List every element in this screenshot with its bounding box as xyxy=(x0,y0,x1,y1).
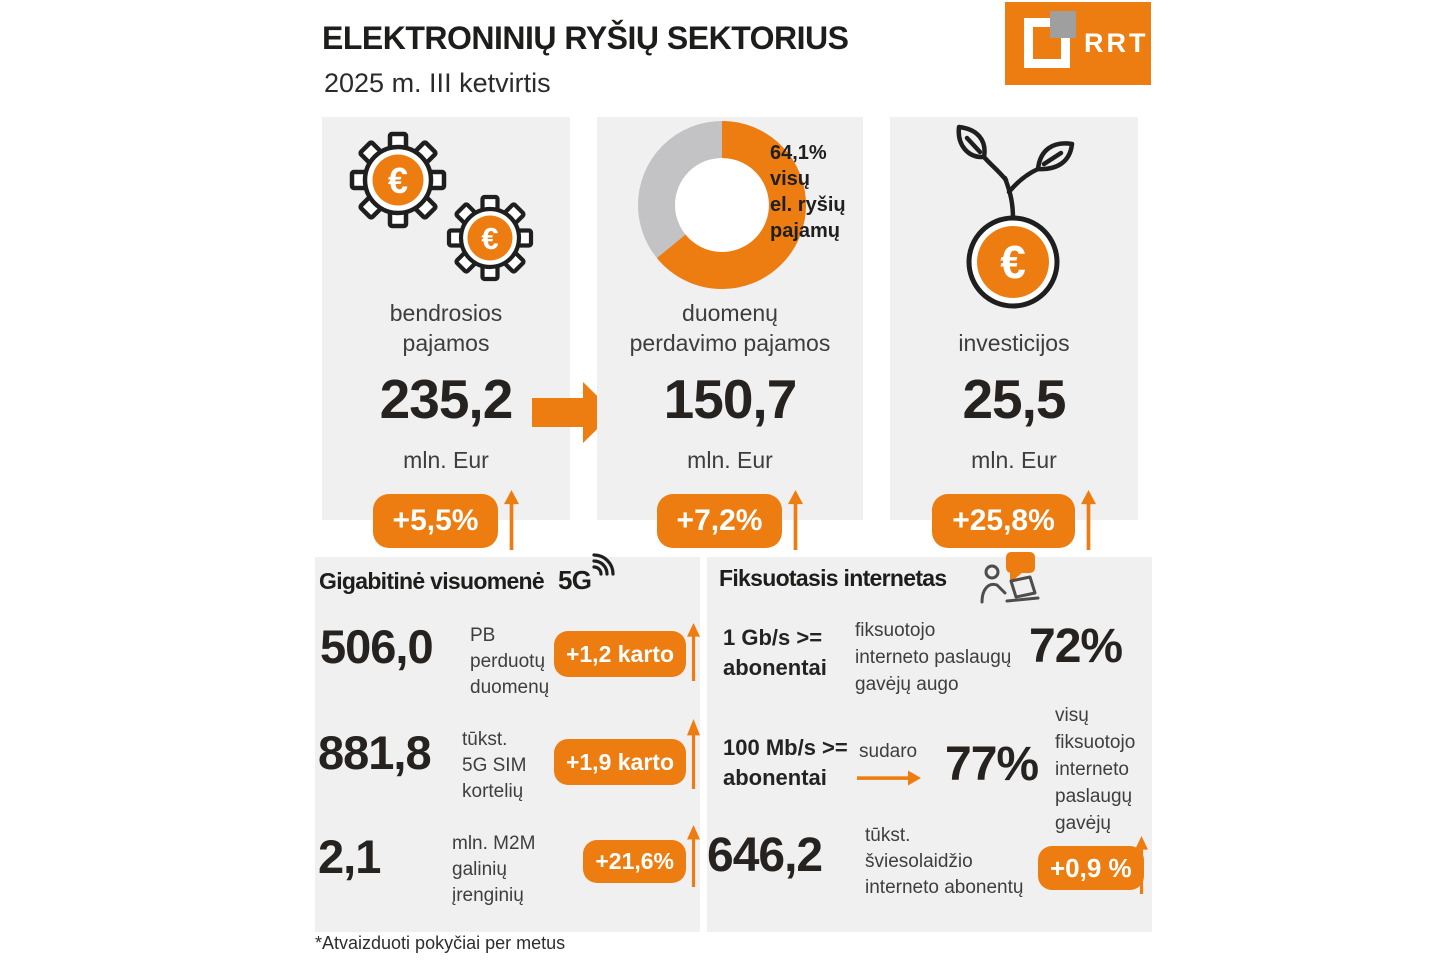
change-badge: +1,2 karto xyxy=(553,631,686,677)
unit-label: mln. Eur xyxy=(687,447,773,473)
sim-cards-label: tūkst. 5G SIM kortelių xyxy=(462,729,527,802)
rrt-logo-gray-square-icon xyxy=(1050,11,1076,38)
change-badge: +7,2% xyxy=(656,494,783,548)
page-subtitle: 2025 m. III ketvirtis xyxy=(324,68,551,98)
change-badge: +21,6% xyxy=(583,840,686,883)
unit-label: mln. Eur xyxy=(971,447,1057,473)
right-arrow-icon xyxy=(532,382,614,443)
sim-cards-value: 881,8 xyxy=(318,726,432,779)
card-data-transmission-revenue: 64,1% visų el. ryšių pajamų duomenų perd… xyxy=(597,117,863,550)
change-badge-row: +5,5% xyxy=(322,488,570,550)
unit-label: mln. Eur xyxy=(403,447,489,473)
footnote: *Atvaizduoti pokyčiai per metus xyxy=(315,933,566,953)
m2m-value: 2,1 xyxy=(318,830,381,883)
card-label: bendrosios pajamos xyxy=(389,300,503,356)
total-revenue-value: 235,2 xyxy=(379,368,514,430)
change-badge: +1,9 karto xyxy=(553,739,686,785)
page-title: ELEKTRONINIŲ RYŠIŲ SEKTORIUS xyxy=(322,20,849,56)
data-volume-value: 506,0 xyxy=(320,620,434,673)
rrt-logo-square-icon xyxy=(1024,18,1070,68)
change-badge: +5,5% xyxy=(372,494,499,548)
m2m-label: mln. M2M galinių įrenginių xyxy=(452,833,536,906)
change-badge-row: +7,2% xyxy=(597,488,863,550)
donut-chart xyxy=(638,121,806,289)
person-laptop-icon xyxy=(980,552,1040,604)
mbps-tier-label: 100 Mb/s >= abonentai xyxy=(723,735,848,790)
right-arrow-small-icon xyxy=(857,770,921,786)
sudaro-label: sudaro xyxy=(859,741,918,762)
euro-symbol: € xyxy=(1000,236,1026,288)
section-title-row: Gigabitinė visuomenė 5G xyxy=(319,553,615,596)
data-volume-label: PB perduotų duomenų xyxy=(470,625,550,698)
change-badge: +0,9 % xyxy=(1038,846,1144,890)
mbps-share-desc: visų fiksuotojo interneto paslaugų gavėj… xyxy=(1055,705,1136,834)
wifi-waves-icon xyxy=(592,553,615,576)
fiber-label: tūkst. šviesolaidžio interneto abonentų xyxy=(865,825,1024,898)
euro-symbol: € xyxy=(388,160,408,201)
up-arrow-icon xyxy=(687,719,700,789)
section-title: Fiksuotasis internetas xyxy=(719,565,947,591)
section-gigabit-society: Gigabitinė visuomenė 5G 506,0 PB perduot… xyxy=(315,553,700,932)
gbps-tier-desc: fiksuotojo interneto paslaugų gavėjų aug… xyxy=(855,620,1012,695)
up-arrow-icon xyxy=(788,490,804,550)
fiber-value: 646,2 xyxy=(707,829,823,882)
rrt-logo-text: RRT xyxy=(1084,28,1149,58)
up-arrow-icon xyxy=(687,825,700,887)
investments-value: 25,5 xyxy=(962,368,1066,430)
donut-callout: 64,1% visų el. ryšių pajamų xyxy=(770,142,846,242)
5g-tag: 5G xyxy=(558,553,615,596)
change-badge: +25,8% xyxy=(932,494,1075,548)
gbps-tier-label: 1 Gb/s >= abonentai xyxy=(723,625,827,680)
gbps-share-value: 72% xyxy=(1029,620,1123,673)
card-label: investicijos xyxy=(958,330,1070,356)
up-arrow-icon xyxy=(687,623,700,681)
euro-symbol: € xyxy=(481,221,498,256)
up-arrow-icon xyxy=(1080,490,1096,550)
coin-plant-icon: € xyxy=(956,124,1075,309)
section-title: Gigabitinė visuomenė xyxy=(319,568,545,594)
mbps-share-value: 77% xyxy=(945,738,1039,791)
data-revenue-value: 150,7 xyxy=(663,368,798,430)
gears-euro-icon: € € xyxy=(349,131,534,282)
card-label: duomenų perdavimo pajamos xyxy=(629,300,831,356)
section-fixed-internet: Fiksuotasis internetas 1 Gb/s >= abonent… xyxy=(707,552,1152,932)
up-arrow-icon xyxy=(1135,836,1148,894)
rrt-logo: RRT xyxy=(1005,2,1151,85)
change-badge-row: +25,8% xyxy=(890,488,1138,550)
card-total-revenue: € € bendrosios pajamos xyxy=(322,117,570,550)
card-investments: € investicijos 25,5 mln. Eur +25,8% xyxy=(890,117,1138,550)
up-arrow-icon xyxy=(504,490,520,550)
